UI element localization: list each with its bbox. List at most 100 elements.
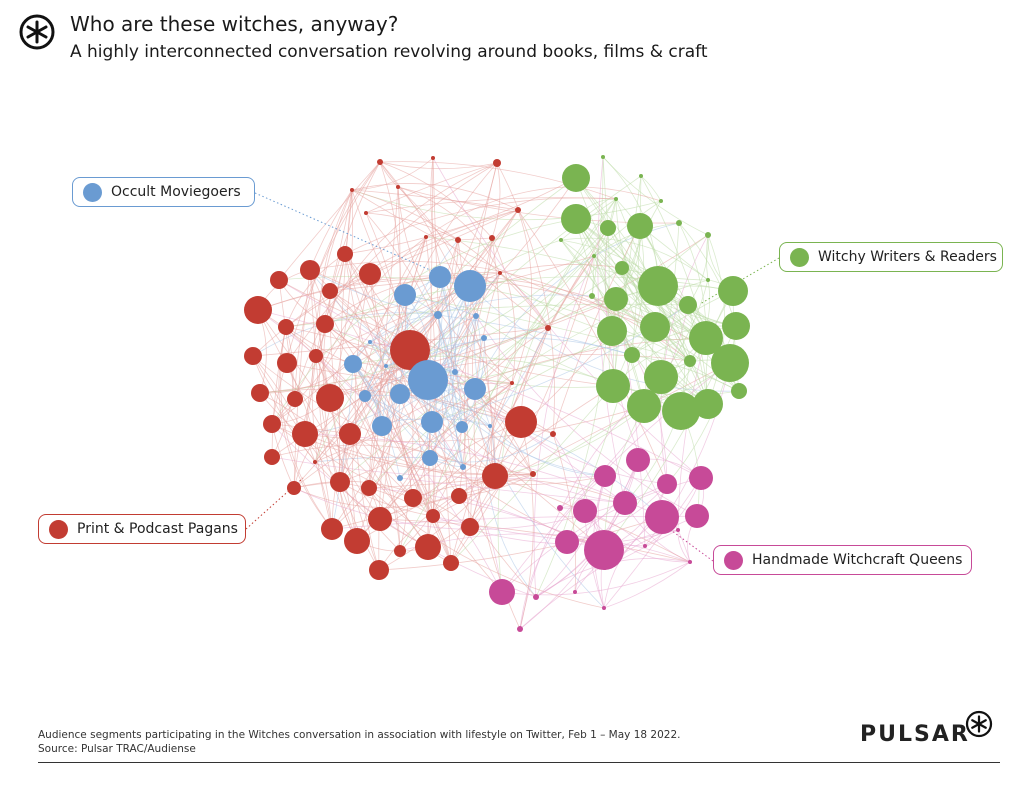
network-node-handmade [685, 504, 709, 528]
network-node-handmade [626, 448, 650, 472]
network-edge [499, 272, 549, 329]
network-node-pagans [394, 545, 406, 557]
network-node-pagans [313, 460, 317, 464]
network-edge [364, 395, 464, 468]
network-node-pagans [321, 518, 343, 540]
network-node-occult [421, 411, 443, 433]
network-node-occult [473, 313, 479, 319]
network-node-handmade [603, 566, 607, 570]
network-edge [259, 392, 414, 499]
network-edge [364, 276, 441, 397]
network-node-occult [429, 266, 451, 288]
network-edge [603, 337, 707, 551]
network-node-occult [344, 355, 362, 373]
network-node-witchy [627, 389, 661, 423]
leader-line-handmade [667, 527, 714, 562]
network-edge [344, 253, 503, 593]
network-edge [612, 175, 642, 387]
network-edge [314, 382, 513, 463]
network-edge [706, 234, 709, 281]
network-node-pagans [316, 384, 344, 412]
network-edge [379, 161, 493, 239]
network-node-pagans [300, 260, 320, 280]
network-edge [469, 285, 740, 392]
legend-label-pagans: Print & Podcast Pagans [77, 521, 238, 537]
network-edge [293, 480, 471, 528]
network-node-pagans [426, 509, 440, 523]
network-edge [458, 495, 537, 598]
network-edge [487, 425, 537, 598]
network-node-handmade [489, 579, 515, 605]
network-edge [501, 561, 691, 596]
network-edge [351, 189, 519, 211]
network-edge [469, 237, 500, 528]
network-node-witchy [592, 254, 596, 258]
network-edge [483, 337, 496, 477]
network-node-witchy [561, 204, 591, 234]
network-edge [259, 341, 371, 394]
network-node-occult [397, 475, 403, 481]
network-edge [429, 276, 453, 459]
network-node-pagans [251, 384, 269, 402]
network-node-occult [394, 284, 416, 306]
network-node-pagans [489, 235, 495, 241]
network-node-pagans [404, 489, 422, 507]
network-node-handmade [645, 500, 679, 534]
network-edge [450, 382, 513, 564]
network-edge [259, 227, 609, 394]
network-node-pagans [344, 528, 370, 554]
network-edge [352, 237, 493, 365]
network-edge [425, 186, 662, 238]
network-edge [354, 273, 380, 571]
network-node-pagans [316, 315, 334, 333]
network-node-pagans [337, 246, 353, 262]
network-node-pagans [390, 330, 430, 370]
network-node-pagans [455, 237, 461, 243]
network-edge [591, 255, 595, 297]
network-edge [631, 354, 740, 392]
network-edge [329, 290, 414, 499]
network-edge [491, 162, 501, 239]
network-edge [339, 481, 434, 517]
network-node-pagans [287, 481, 301, 495]
network-edge [278, 279, 296, 400]
network-node-witchy [706, 278, 710, 282]
network-node-occult [422, 450, 438, 466]
network-edge [368, 487, 452, 564]
network-node-witchy [597, 316, 627, 346]
network-node-witchy [604, 287, 628, 311]
network-edge [640, 175, 707, 339]
network-edge [472, 209, 519, 477]
network-node-witchy [731, 383, 747, 399]
network-node-witchy [601, 155, 605, 159]
footer-divider [38, 762, 1000, 763]
network-edge [368, 225, 641, 489]
network-node-handmade [557, 505, 563, 511]
network-node-pagans [264, 449, 280, 465]
network-edge [412, 327, 549, 499]
network-node-handmade [584, 530, 624, 570]
network-node-pagans [482, 463, 508, 489]
network-edge [352, 236, 427, 542]
network-edge [257, 309, 503, 593]
network-node-pagans [339, 423, 361, 445]
network-edge [259, 298, 617, 394]
network-edge [409, 162, 498, 351]
network-edge [344, 197, 617, 255]
footer-note-line1: Audience segments participating in the W… [38, 729, 681, 741]
network-edge [489, 425, 606, 477]
pulsar-asterisk-logo-icon [965, 710, 993, 738]
network-edge [319, 189, 353, 399]
network-node-pagans [322, 283, 338, 299]
network-node-pagans [263, 415, 281, 433]
network-edge [399, 477, 626, 504]
network-node-witchy [614, 197, 618, 201]
network-node-witchy [689, 321, 723, 355]
network-node-handmade [688, 560, 692, 564]
network-node-handmade [573, 590, 577, 594]
network-edge [397, 186, 501, 274]
network-node-pagans [244, 347, 262, 365]
network-edge [378, 516, 663, 571]
network-edge [432, 157, 702, 479]
network-node-occult [464, 378, 486, 400]
